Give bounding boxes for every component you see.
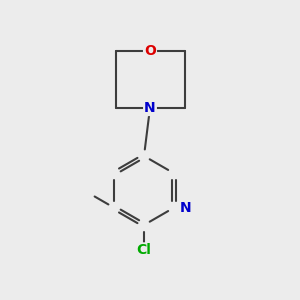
Text: N: N: [144, 101, 156, 115]
Text: Cl: Cl: [136, 244, 152, 257]
Text: N: N: [179, 201, 191, 215]
Text: O: O: [144, 44, 156, 58]
